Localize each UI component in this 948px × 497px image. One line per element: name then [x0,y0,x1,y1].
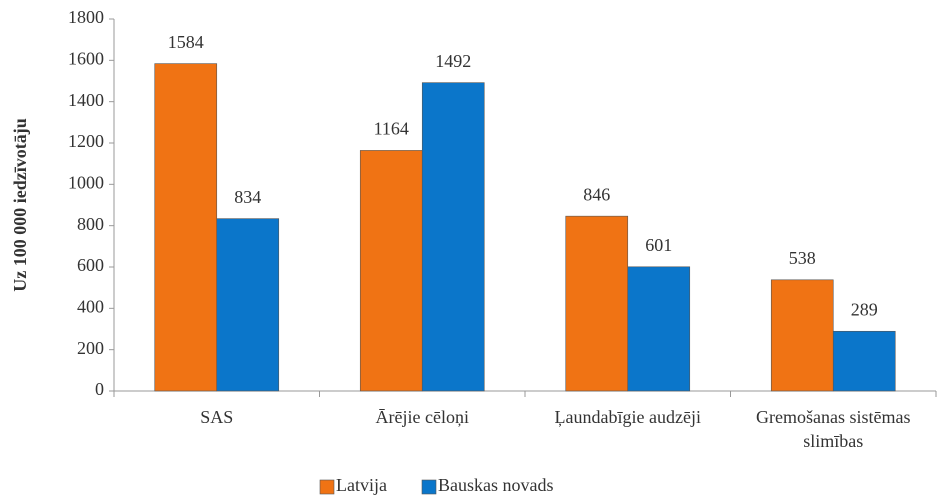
x-tick-label: Gremošanas sistēmas slimības [756,407,911,451]
y-tick-label: 200 [77,338,104,358]
y-tick-label: 800 [77,214,104,234]
data-label: 289 [851,299,878,319]
data-label: 1492 [435,51,471,71]
legend-swatch [421,479,437,495]
data-label: 538 [789,248,816,268]
bar [216,218,280,392]
y-axis-label: Uz 100 000 iedzīvotāju [10,118,30,291]
data-label: 1584 [168,32,204,52]
y-tick-label: 1800 [68,7,104,27]
y-tick-label: 0 [95,379,104,399]
x-tick-label: Ārējie cēloņi [375,407,469,427]
legend-swatch [319,479,335,495]
bar [359,150,423,392]
bar [565,215,629,392]
y-tick-label: 1200 [68,131,104,151]
bar [627,266,691,392]
legend-label: Latvija [336,475,387,495]
bar [832,330,896,392]
bar [154,63,218,392]
x-tick-label: SAS [200,407,234,427]
y-tick-label: 1000 [68,172,104,192]
legend-label: Bauskas novads [438,475,554,495]
x-tick-label: Ļaundabīgie audzēji [554,407,701,427]
bar [421,82,485,392]
data-label: 846 [583,184,610,204]
y-tick-label: 1600 [68,48,104,68]
data-label: 601 [645,235,672,255]
y-tick-label: 1400 [68,90,104,110]
bar [770,279,834,392]
y-tick-label: 600 [77,255,104,275]
data-label: 1164 [374,119,409,139]
data-label: 834 [234,187,261,207]
y-tick-label: 400 [77,296,104,316]
